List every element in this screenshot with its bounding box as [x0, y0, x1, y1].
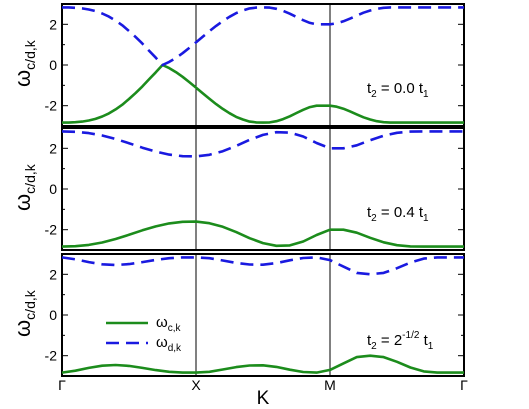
panel-bottom: -2 0 2 Γ X M Γωc/d,k t2 = 2-1/2 t1 ωc,kωd,k	[10, 253, 468, 393]
y-tick-label: 0	[49, 307, 57, 323]
plot-frame	[61, 253, 465, 377]
x-tick-label: Γ	[460, 377, 468, 393]
legend-label: ωc,k	[156, 314, 181, 334]
hopping-annotation: t2 = 0.0 t1	[367, 80, 429, 100]
series-omega-d	[62, 6, 464, 67]
hopping-annotation: t2 = 0.4 t1	[367, 204, 429, 224]
y-axis-label: ωc/d,k	[10, 289, 38, 337]
plot-frame	[61, 127, 465, 251]
series-omega-c	[61, 354, 464, 374]
x-axis-label: K	[257, 388, 270, 409]
x-tick-label: X	[191, 377, 201, 393]
hopping-annotation: t2 = 2-1/2 t1	[367, 330, 434, 352]
y-tick-label: 2	[49, 266, 57, 282]
panel-top: -2 0 2 ωc/d,k t2 = 0.0 t1	[10, 3, 465, 127]
series-omega-c	[62, 63, 464, 124]
x-tick-label: M	[324, 377, 336, 393]
y-tick-label: 0	[49, 57, 57, 73]
y-axis-label: ωc/d,k	[10, 163, 38, 211]
series-omega-d	[61, 256, 464, 276]
series-omega-d	[61, 130, 464, 158]
y-tick-label: -2	[45, 222, 58, 238]
x-tick-label: Γ	[58, 377, 66, 393]
y-tick-label: -2	[45, 348, 58, 364]
panel-middle: -2 0 2 ωc/d,k t2 = 0.4 t1	[10, 127, 465, 251]
y-axis-label: ωc/d,k	[10, 39, 38, 87]
plot-frame	[61, 3, 465, 127]
y-tick-label: 2	[49, 140, 57, 156]
legend-label: ωd,k	[156, 334, 182, 354]
panels: -2 0 2 ωc/d,k t2 = 0.0 t1 -2 0 2 ωc/d,k t2 = 0.4 …	[10, 3, 468, 393]
y-tick-label: 2	[49, 16, 57, 32]
y-tick-label: 0	[49, 181, 57, 197]
series-omega-c	[61, 220, 464, 248]
y-tick-label: -2	[45, 98, 58, 114]
legend: ωc,kωd,k	[106, 314, 182, 354]
